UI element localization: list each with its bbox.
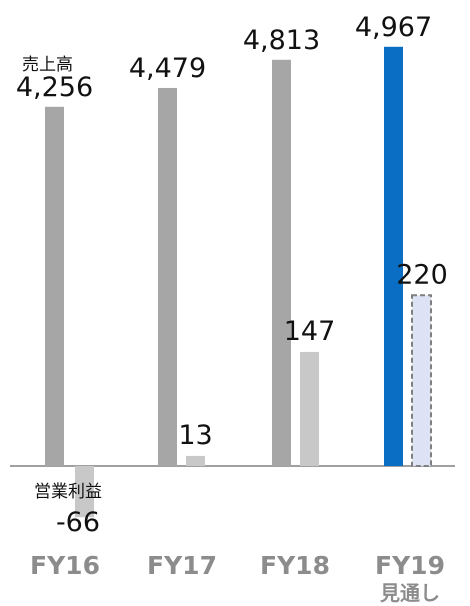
sales-value-label-fy19: 4,967 (355, 12, 432, 43)
sales-bar-fy19 (384, 46, 403, 467)
profit-bar-fy16 (75, 466, 94, 518)
bars (45, 46, 432, 518)
sales-bar-fy18 (272, 59, 291, 466)
profit-value-label-fy18: 147 (284, 316, 336, 347)
profit-value-label-fy17: 13 (178, 420, 212, 451)
profit-series-label: 営業利益 (34, 482, 102, 502)
profit-value-label-fy19: 220 (396, 259, 448, 290)
category-sublabel-fy19: 見通し (380, 581, 440, 605)
sales-value-label-fy18: 4,813 (243, 25, 320, 56)
sales-bar-fy16 (45, 106, 64, 466)
category-label-fy19: FY19 (375, 551, 445, 580)
profit-value-label-fy16: -66 (56, 507, 100, 538)
profit-bar-fy18 (300, 351, 319, 466)
sales-value-label-fy17: 4,479 (129, 53, 206, 84)
category-label-fy16: FY16 (30, 551, 100, 580)
sales-series-label: 売上高 (22, 55, 73, 75)
category-label-fy17: FY17 (147, 551, 217, 580)
profit-bar-fy17 (186, 455, 205, 466)
sales-bar-fy17 (158, 87, 177, 466)
sales-value-label-fy16: 4,256 (16, 72, 93, 103)
category-label-fy18: FY18 (260, 551, 330, 580)
profit-bar-fy19 (411, 294, 432, 467)
